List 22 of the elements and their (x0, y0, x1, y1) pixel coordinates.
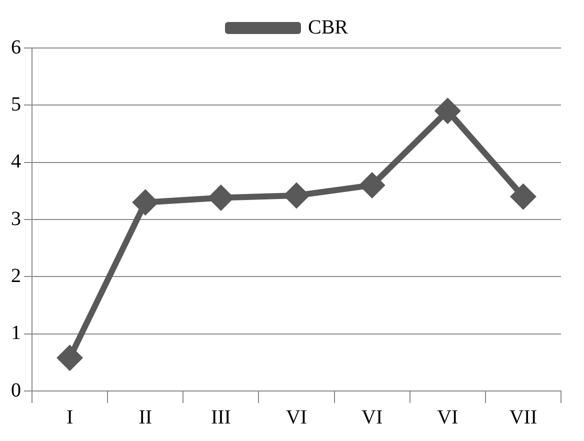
y-tick-label: 0 (11, 379, 21, 402)
legend-label: CBR (308, 16, 349, 38)
point (58, 346, 82, 370)
y-tick-label: 1 (11, 322, 21, 344)
x-tick-label: III (210, 406, 231, 428)
y-tick-label: 3 (11, 208, 21, 230)
point (284, 183, 308, 208)
x-tick-label: VI (437, 406, 458, 428)
point (208, 186, 233, 210)
x-tick-label: II (138, 406, 152, 428)
point (133, 190, 158, 214)
x-tick-label: VII (509, 406, 538, 428)
y-tick-label: 4 (11, 150, 21, 173)
y-tick-label: 5 (11, 93, 21, 116)
x-tick-label: I (66, 406, 74, 428)
y-tick-label: 2 (11, 264, 21, 287)
point (360, 173, 384, 198)
x-tick-label: VI (286, 406, 308, 428)
point (436, 98, 460, 123)
point (511, 184, 536, 209)
y-tick-label: 6 (11, 36, 21, 58)
x-tick-label: VI (362, 406, 383, 428)
